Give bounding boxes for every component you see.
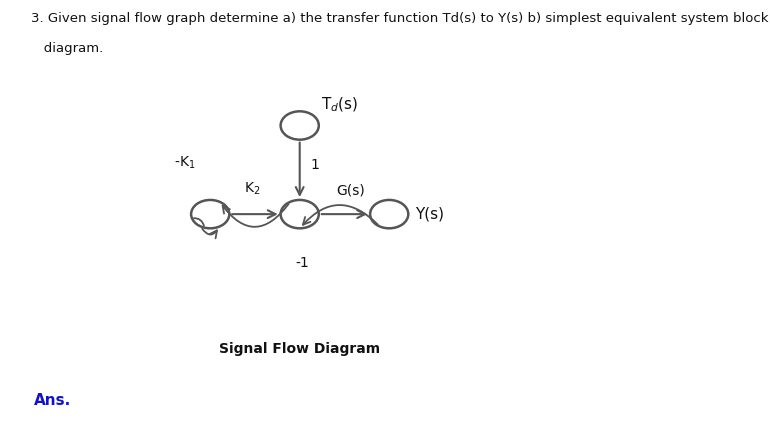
Text: diagram.: diagram. [32,42,103,55]
FancyArrowPatch shape [194,218,204,226]
FancyArrowPatch shape [223,204,289,227]
Text: 3. Given signal flow graph determine a) the transfer function Td(s) to Y(s) b) s: 3. Given signal flow graph determine a) … [32,12,768,25]
Text: -K$_1$: -K$_1$ [174,155,196,171]
Text: -1: -1 [296,256,310,270]
Text: Signal Flow Diagram: Signal Flow Diagram [219,343,380,356]
FancyArrowPatch shape [203,229,217,238]
Text: 1: 1 [310,158,320,173]
Text: K$_2$: K$_2$ [244,181,260,197]
FancyArrowPatch shape [303,205,378,225]
Text: Y(s): Y(s) [416,206,444,222]
Text: G(s): G(s) [336,183,365,197]
Text: T$_d$(s): T$_d$(s) [320,96,358,115]
Text: Ans.: Ans. [34,393,72,408]
